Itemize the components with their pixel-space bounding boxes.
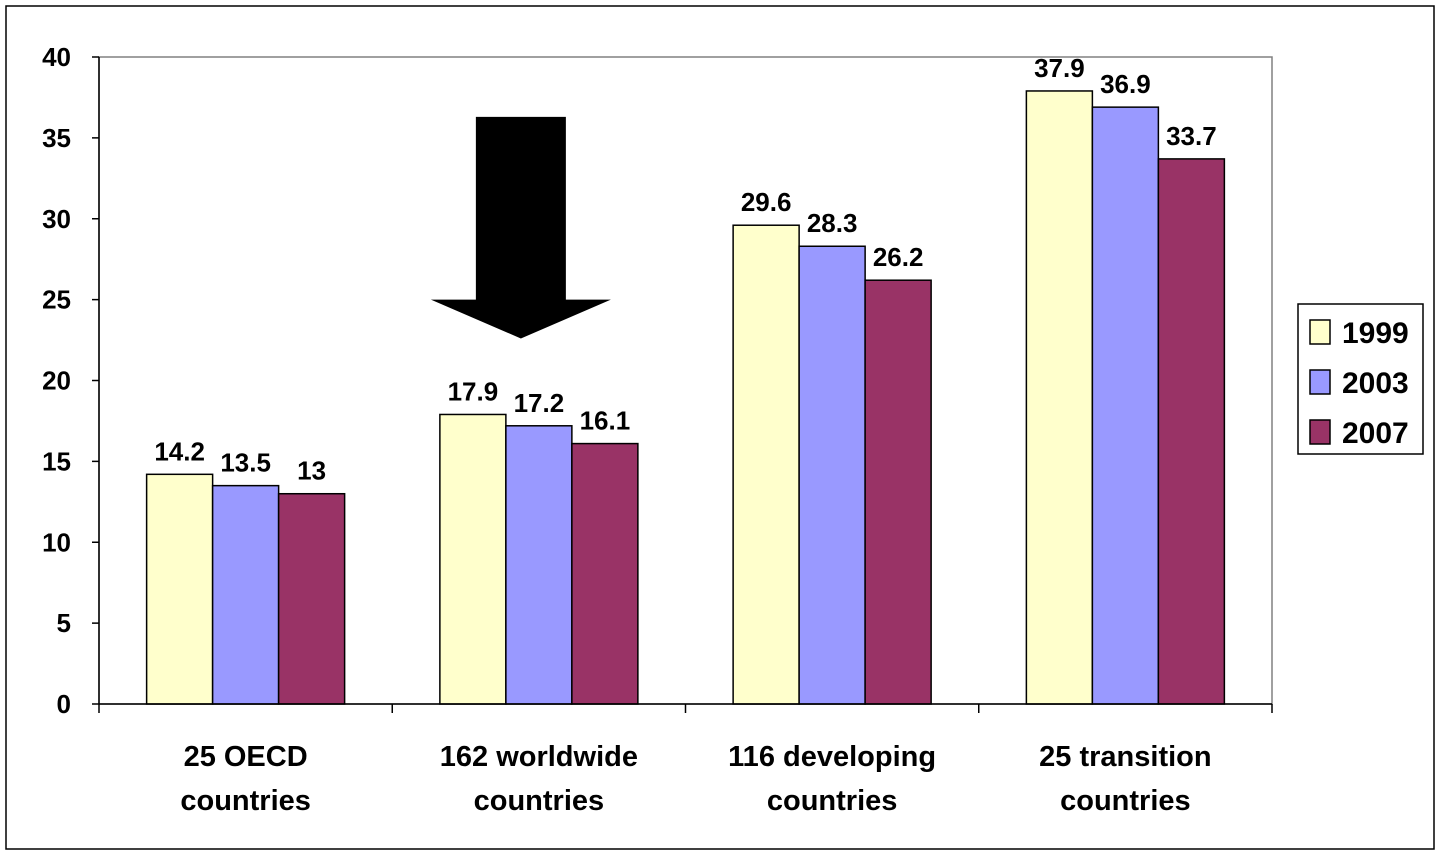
bar-1999 <box>145 473 214 705</box>
x-category-label: 25 OECD <box>184 741 308 773</box>
x-category-label: 116 developing <box>728 741 936 773</box>
annotations-layer <box>430 116 611 339</box>
x-category-label: countries <box>474 785 605 817</box>
data-label: 29.6 <box>741 187 792 217</box>
bar-2003 <box>211 484 280 705</box>
data-label: 17.9 <box>448 376 499 406</box>
legend-label: 2007 <box>1342 417 1409 450</box>
bar-2007 <box>571 442 639 705</box>
legend-swatch-2003 <box>1309 369 1331 395</box>
y-tick-label: 30 <box>42 204 71 234</box>
y-tick-label: 15 <box>42 446 71 476</box>
data-label: 17.2 <box>514 388 565 418</box>
data-label: 13 <box>297 456 326 486</box>
data-label: 37.9 <box>1034 53 1085 83</box>
y-tick-label: 10 <box>42 527 71 557</box>
x-category-label: 162 worldwide <box>440 741 638 773</box>
x-category-label: countries <box>1060 785 1191 817</box>
data-labels-layer: 14.2 13.5 13 17.9 17.2 16.1 29.6 28.3 26.2 37.9 36… <box>154 53 1216 486</box>
bar-1999 <box>732 224 800 705</box>
data-label: 33.7 <box>1166 121 1217 151</box>
bar-2003 <box>1091 106 1160 705</box>
axes-layer: 0 5 10 15 20 25 30 35 40 25 OECD countries 162 worl… <box>42 42 1273 817</box>
data-label: 16.1 <box>580 406 631 436</box>
bar-2003 <box>505 425 573 705</box>
y-tick-label: 25 <box>42 285 71 315</box>
bar-2007 <box>1157 158 1226 705</box>
y-tick-label: 20 <box>42 366 71 396</box>
y-tick-label: 35 <box>42 123 71 153</box>
bar-1999 <box>439 413 507 705</box>
x-category-label: countries <box>180 785 311 817</box>
legend-swatch-2007 <box>1309 419 1331 445</box>
bar-2007 <box>864 279 932 705</box>
legend-label: 2003 <box>1342 367 1409 400</box>
data-label: 26.2 <box>873 242 924 272</box>
bar-2007 <box>277 492 346 705</box>
x-category-label: 25 transition <box>1039 741 1211 773</box>
bar-2003 <box>798 245 866 705</box>
legend-label: 1999 <box>1342 317 1409 350</box>
legend: 1999 2003 2007 <box>1297 303 1424 455</box>
y-tick-label: 40 <box>42 42 71 72</box>
down-arrow-icon <box>430 116 611 339</box>
data-label: 13.5 <box>220 448 271 478</box>
data-label: 14.2 <box>154 436 205 466</box>
legend-swatch-1999 <box>1309 319 1331 345</box>
data-label: 36.9 <box>1100 69 1151 99</box>
y-tick-label: 5 <box>57 608 71 638</box>
data-label: 28.3 <box>807 208 858 238</box>
y-tick-label: 0 <box>57 689 71 719</box>
bar-1999 <box>1025 90 1094 705</box>
bars-layer <box>145 90 1226 705</box>
x-category-label: countries <box>767 785 898 817</box>
